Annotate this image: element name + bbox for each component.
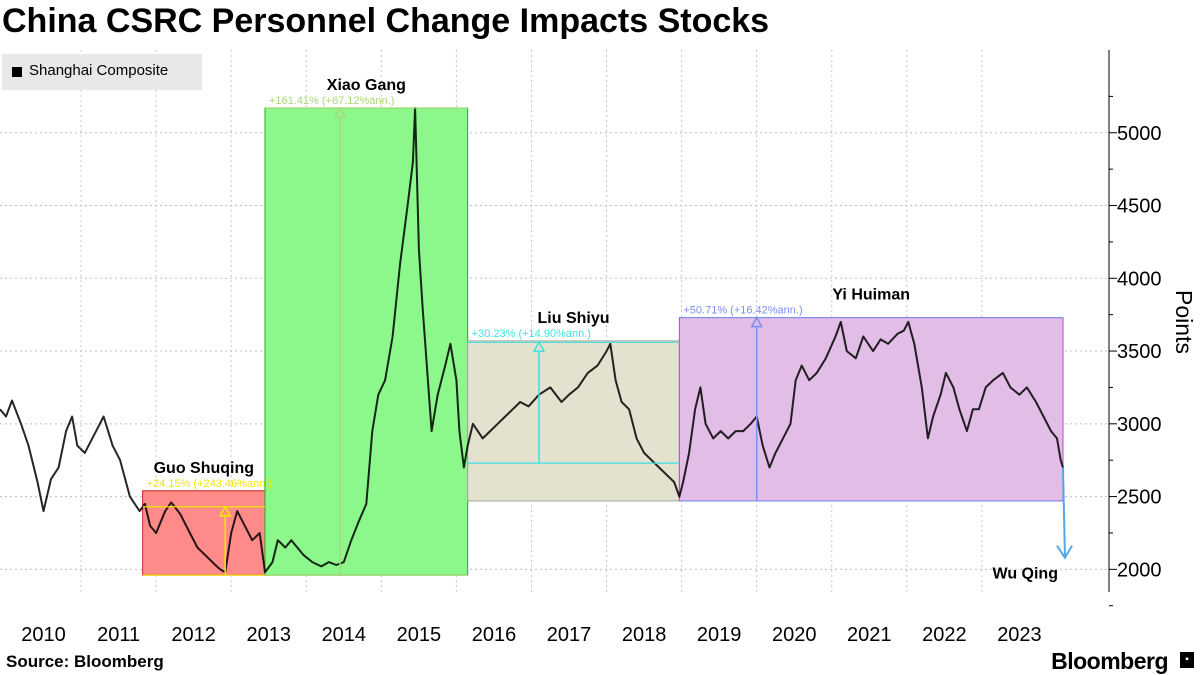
- region-labels: Guo Shuqing Xiao Gang Liu Shiyu Yi Huiman Wu…: [154, 77, 1058, 583]
- x-tick-label: 2016: [472, 624, 517, 646]
- x-tick-label: 2022: [922, 624, 967, 646]
- x-tick-label: 2017: [547, 624, 592, 646]
- wu-qing-arrow-shaft: [1061, 467, 1066, 558]
- region-yi-huiman: [678, 317, 1064, 502]
- change-arrows: +24.15% (+243.46%ann.) +161.41% (+67.12%a…: [142, 95, 1073, 576]
- series-layer: [0, 107, 1064, 574]
- region-label: Xiao Gang: [327, 77, 406, 94]
- x-tick-label: 2018: [622, 624, 667, 646]
- x-tick-label: 2013: [246, 624, 291, 646]
- x-tick-label: 2012: [171, 624, 216, 646]
- x-tick-label: 2010: [21, 624, 66, 646]
- chart-title: China CSRC Personnel Change Impacts Stoc…: [2, 2, 770, 40]
- x-tick-label: 2015: [397, 624, 442, 646]
- region-label: Guo Shuqing: [154, 460, 254, 477]
- y-tick-label: 3000: [1117, 414, 1162, 436]
- legend-swatch: [12, 67, 22, 77]
- change-annotation: +161.41% (+67.12%ann.): [269, 95, 394, 107]
- x-tick-label: 2020: [772, 624, 817, 646]
- change-arrow-head: [218, 505, 232, 517]
- change-annotation: +30.23% (+14.90%ann.): [472, 328, 591, 340]
- x-tick-label: 2011: [97, 624, 140, 646]
- region-label: Liu Shiyu: [538, 310, 610, 327]
- change-annotation: +50.71% (+16.42%ann.): [683, 305, 802, 317]
- x-tick-label: 2023: [997, 624, 1042, 646]
- x-tick-label: 2014: [322, 624, 367, 646]
- source-note: Source: Bloomberg: [6, 652, 164, 671]
- legend-label: Shanghai Composite: [29, 62, 169, 79]
- change-arrow-head: [532, 340, 546, 353]
- x-tick-label: 2021: [847, 624, 892, 646]
- change-annotation: +24.15% (+243.46%ann.): [147, 478, 272, 490]
- axes: 2000 2500 3000 3500 4000 4500 5000 2010 2011 2012…: [21, 50, 1197, 646]
- y-tick-label: 3500: [1117, 341, 1162, 363]
- wu-qing-arrow-head: [1056, 545, 1073, 560]
- annotation-label: Wu Qing: [993, 566, 1058, 583]
- legend: Shanghai Composite: [2, 54, 202, 90]
- y-tick-label: 2000: [1117, 559, 1162, 581]
- change-arrow-head: [333, 106, 347, 118]
- change-arrow-head: [750, 316, 763, 328]
- y-tick-label: 4500: [1117, 196, 1162, 218]
- y-axis-label: Points: [1171, 290, 1197, 354]
- region-liu-shiyu: [467, 340, 680, 502]
- tenure-regions: [142, 107, 1064, 576]
- region-guo-shuqing: [142, 490, 266, 576]
- y-tick-label: 5000: [1117, 123, 1162, 145]
- bloomberg-logo-icon: ▪: [1180, 652, 1194, 668]
- y-tick-label: 4000: [1117, 268, 1162, 290]
- y-tick-label: 2500: [1117, 487, 1162, 509]
- brand-wordmark: Bloomberg: [1051, 648, 1168, 674]
- x-tick-label: 2019: [697, 624, 742, 646]
- region-label: Yi Huiman: [832, 287, 910, 304]
- series-line-shanghai-composite: [0, 107, 1064, 574]
